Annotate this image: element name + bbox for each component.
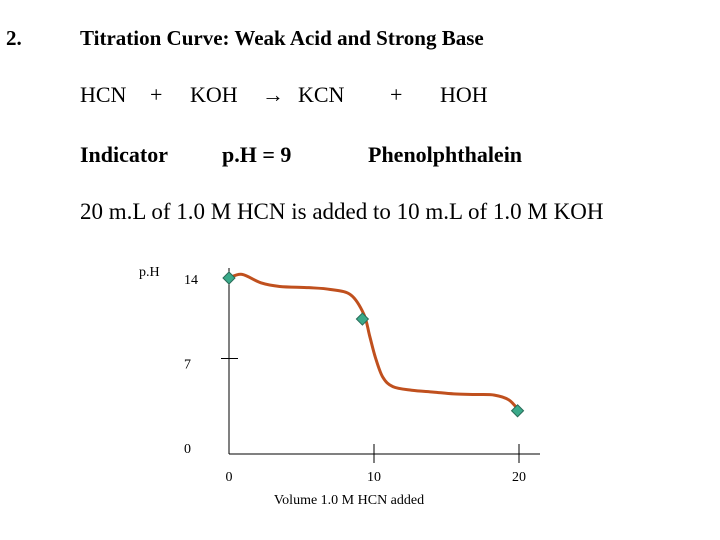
equation-plus2: + [390,82,403,107]
x-tick-label: 0 [226,470,233,485]
equation-plus1: + [150,82,163,107]
y-tick-label: 14 [184,273,198,288]
indicator-label: Indicator [80,142,168,167]
x-axis-label: Volume 1.0 M HCN added [274,493,424,508]
x-tick-label: 20 [512,470,526,485]
equation-arrow: → [262,82,284,107]
problem-statement: 20 m.L of 1.0 M HCN is added to 10 m.L o… [80,199,604,224]
problem-number: 2. [6,26,22,50]
titration-curve [227,272,521,413]
page-title: Titration Curve: Weak Acid and Strong Ba… [80,26,484,50]
indicator-name: Phenolphthalein [368,142,523,167]
data-point-marker [510,404,525,418]
y-axis-label: p.H [139,265,160,280]
equation-product1: KCN [298,82,345,107]
y-tick-label: 0 [184,442,191,457]
data-point-marker [222,271,236,285]
data-point-marker [355,312,370,326]
x-tick-label: 10 [367,470,381,485]
equation-reactant1: HCN [80,82,127,107]
equation-reactant2: KOH [190,82,238,107]
equation-product2: HOH [440,82,488,107]
y-tick-label: 7 [184,358,191,373]
indicator-ph: p.H = 9 [222,142,292,167]
